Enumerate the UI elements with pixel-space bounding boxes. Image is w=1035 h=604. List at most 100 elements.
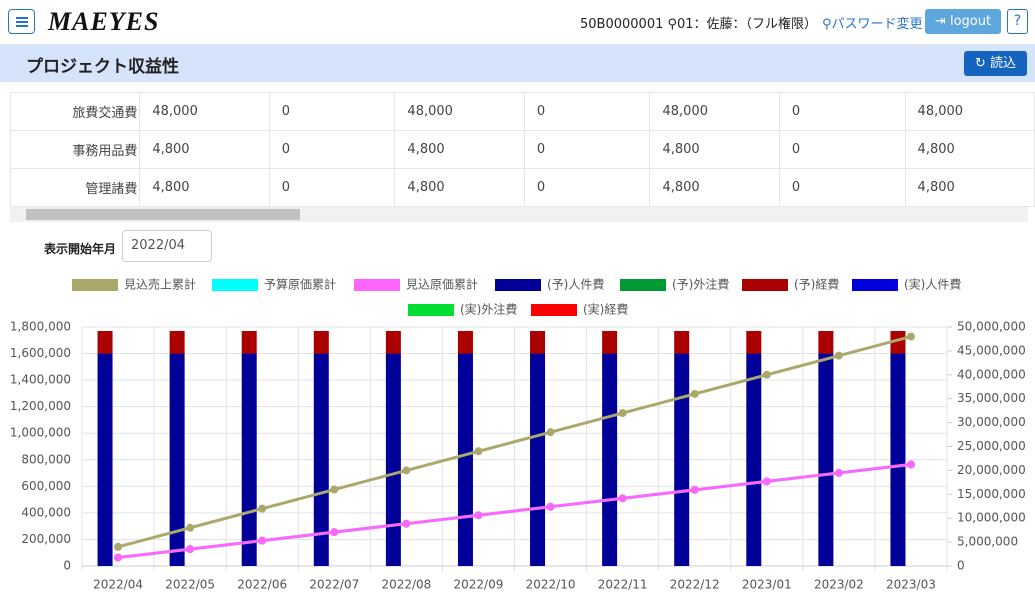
- bar: [97, 353, 113, 566]
- legend-swatch[interactable]: [408, 304, 454, 316]
- table-cell: 0: [523, 92, 651, 131]
- y2-tick-label: 40,000,000: [957, 367, 1026, 381]
- bar: [746, 330, 762, 354]
- help-button[interactable]: ?: [1007, 9, 1028, 34]
- bar: [385, 330, 401, 354]
- line-point: [186, 545, 195, 554]
- row-label: 旅費交通費: [9, 92, 141, 131]
- bar: [746, 353, 762, 566]
- bar: [313, 330, 329, 354]
- legend-swatch[interactable]: [72, 279, 118, 291]
- bar: [890, 330, 906, 354]
- table-cell: 4,800: [904, 130, 1035, 169]
- table-cell: 0: [268, 168, 396, 207]
- cost-table: 旅費交通費 48,000 0 48,000 0 48,000 0 48,000 事務用品費 4,8…: [9, 92, 1035, 207]
- bar: [602, 353, 618, 566]
- table-cell: 4,800: [394, 130, 525, 169]
- bar: [97, 330, 113, 354]
- x-tick-label: 2022/05: [165, 578, 215, 592]
- bar: [818, 353, 834, 566]
- page-title: プロジェクト収益性: [26, 57, 179, 77]
- x-tick-label: 2022/11: [598, 578, 648, 592]
- x-tick-label: 2023/01: [742, 578, 792, 592]
- y-tick-label: 1,600,000: [10, 346, 71, 360]
- x-tick-label: 2022/12: [670, 578, 720, 592]
- table-cell: 4,800: [649, 168, 780, 207]
- line-point: [402, 466, 411, 475]
- y-tick-label: 800,000: [21, 452, 71, 466]
- logout-button[interactable]: ⇥ logout: [925, 9, 1001, 34]
- bar: [890, 353, 906, 566]
- line-point: [906, 460, 915, 469]
- line-point: [834, 468, 843, 477]
- table-cell: 4,800: [394, 168, 525, 207]
- table-cell: 4,800: [139, 130, 270, 169]
- x-tick-label: 2022/06: [237, 578, 287, 592]
- line-series: [117, 335, 912, 549]
- bar: [457, 330, 473, 354]
- legend-label[interactable]: (予)経費: [794, 277, 839, 292]
- line-point: [114, 542, 123, 551]
- table-row: 管理諸費 4,800 0 4,800 0 4,800 0 4,800: [9, 168, 1035, 207]
- y2-tick-label: 5,000,000: [957, 535, 1018, 549]
- legend-swatch[interactable]: [742, 279, 788, 291]
- line-point: [834, 351, 843, 360]
- legend-swatch[interactable]: [852, 279, 898, 291]
- y2-tick-label: 15,000,000: [957, 487, 1026, 501]
- table-cell: 4,800: [649, 130, 780, 169]
- bar: [818, 330, 834, 354]
- line-point: [402, 519, 411, 528]
- line-point: [474, 511, 483, 520]
- y2-tick-label: 45,000,000: [957, 343, 1026, 357]
- legend-swatch[interactable]: [495, 279, 541, 291]
- y-tick-label: 400,000: [21, 505, 71, 519]
- legend-swatch[interactable]: [531, 304, 577, 316]
- y2-tick-label: 35,000,000: [957, 391, 1026, 405]
- y-tick-label: 1,800,000: [10, 320, 71, 334]
- password-link[interactable]: ⚲パスワード変更: [822, 17, 923, 32]
- line-series: [117, 462, 912, 560]
- y2-tick-label: 50,000,000: [957, 320, 1026, 334]
- y-tick-label: 0: [63, 559, 71, 573]
- menu-button[interactable]: [8, 9, 35, 34]
- table-cell: 0: [268, 92, 396, 131]
- filter-label: 表示開始年月: [44, 242, 117, 256]
- legend-label[interactable]: (予)外注費: [672, 277, 729, 292]
- x-tick-label: 2022/07: [309, 578, 359, 592]
- legend-label[interactable]: (実)人件費: [904, 277, 961, 292]
- start-month-input[interactable]: 2022/04: [122, 230, 212, 262]
- table-cell: 0: [523, 130, 651, 169]
- y2-tick-label: 20,000,000: [957, 463, 1026, 477]
- scroll-thumb[interactable]: [26, 209, 300, 220]
- line-point: [546, 428, 555, 437]
- table-cell: 48,000: [904, 92, 1035, 131]
- legend-label[interactable]: 見込売上累計: [124, 277, 196, 292]
- legend-label[interactable]: (実)外注費: [460, 302, 517, 317]
- row-label: 管理諸費: [9, 168, 141, 207]
- y-tick-label: 1,000,000: [10, 426, 71, 440]
- table-cell: 0: [778, 168, 906, 207]
- load-text: 読込: [990, 56, 1017, 71]
- line-point: [330, 528, 339, 537]
- legend-label[interactable]: (予)人件費: [547, 277, 604, 292]
- table-cell: 0: [523, 168, 651, 207]
- legend-swatch[interactable]: [354, 279, 400, 291]
- x-tick-label: 2022/09: [454, 578, 504, 592]
- line-point: [618, 409, 627, 418]
- legend-label[interactable]: 見込原価累計: [406, 277, 478, 292]
- y-tick-label: 1,400,000: [10, 373, 71, 387]
- line-point: [762, 477, 771, 486]
- table-cell: 4,800: [904, 168, 1035, 207]
- y2-tick-label: 10,000,000: [957, 511, 1026, 525]
- table-cell: 4,800: [139, 168, 270, 207]
- user-info: 50B0000001 ⚲01：佐藤：（フル権限）: [580, 17, 818, 32]
- load-button[interactable]: ↻ 読込: [964, 51, 1027, 76]
- line-point: [690, 485, 699, 494]
- legend-swatch[interactable]: [620, 279, 666, 291]
- bar: [530, 353, 546, 566]
- legend-label[interactable]: 予算原価累計: [264, 277, 336, 292]
- line-point: [618, 494, 627, 503]
- legend-label[interactable]: (実)経費: [583, 302, 628, 317]
- legend-swatch[interactable]: [212, 279, 258, 291]
